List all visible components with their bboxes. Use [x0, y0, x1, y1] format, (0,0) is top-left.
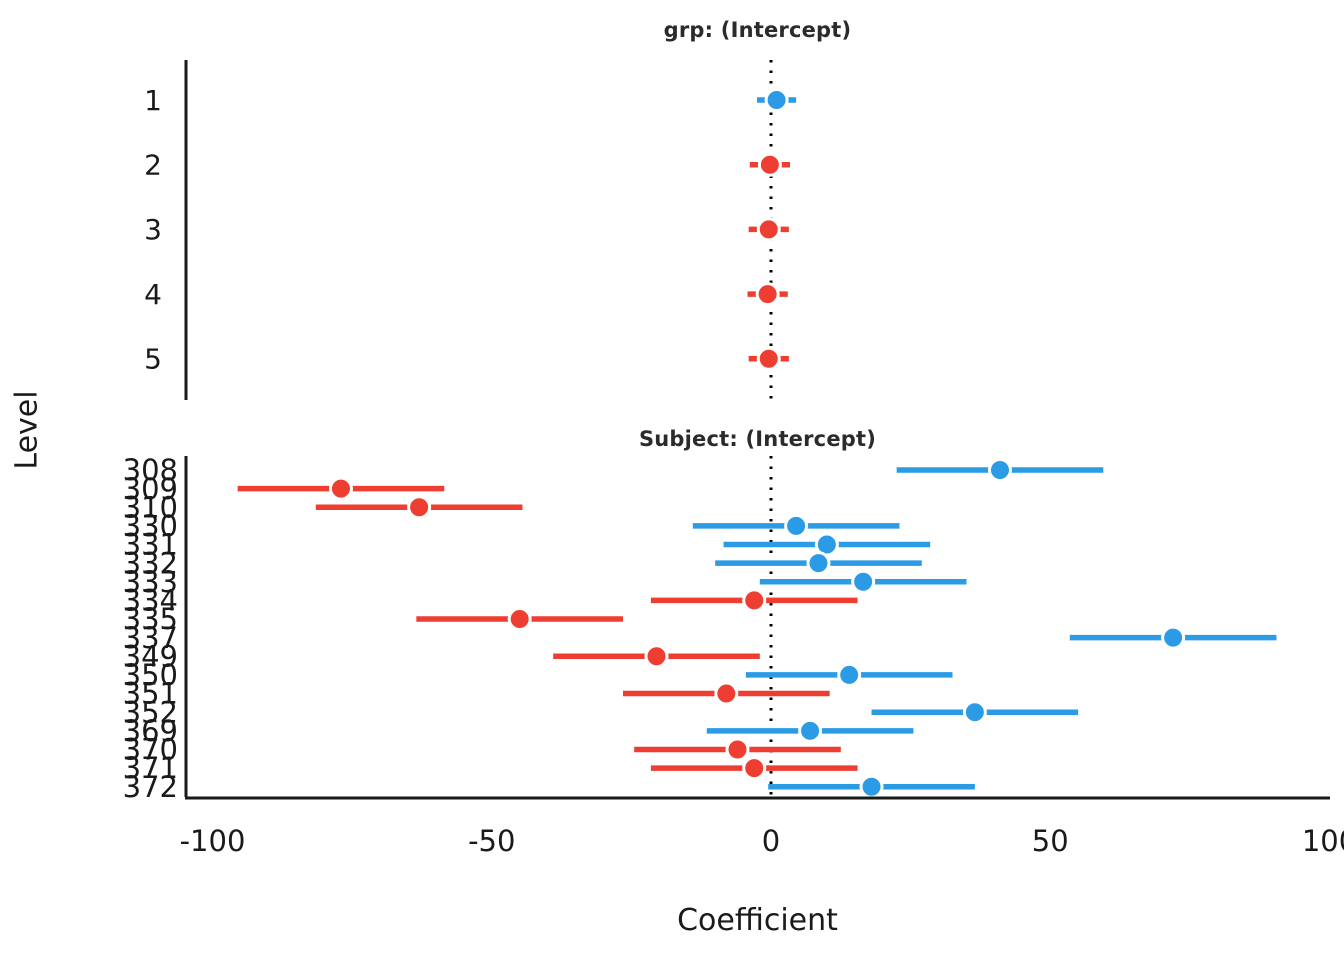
y-tick-label: 370 — [123, 733, 178, 767]
y-tick-label: 330 — [123, 509, 178, 543]
estimate-point — [837, 662, 862, 687]
panel-title-subject-intercept: Subject: (Intercept) — [638, 427, 877, 451]
x-tick-label: -100 — [180, 824, 246, 858]
estimate-point — [987, 458, 1012, 482]
y-tick-label: 337 — [123, 621, 178, 655]
estimate-point — [328, 476, 353, 501]
y-tick-label: 335 — [123, 602, 178, 636]
x-axis-label: Coefficient — [677, 903, 838, 938]
y-tick-label: 369 — [123, 714, 178, 748]
y-tick-label: 2 — [144, 149, 162, 182]
y-tick-label: 350 — [123, 658, 178, 692]
y-tick-label: 352 — [123, 695, 178, 729]
x-tick-label: 100 — [1302, 824, 1344, 858]
y-tick-label: 5 — [144, 343, 162, 376]
y-tick-label: 334 — [123, 584, 178, 618]
estimate-point — [742, 756, 767, 781]
y-tick-label: 308 — [123, 453, 178, 487]
y-tick-label: 1 — [144, 84, 162, 117]
x-tick-label: -50 — [468, 824, 515, 858]
panel-title-grp-intercept: grp: (Intercept) — [663, 18, 852, 42]
estimate-point — [407, 495, 432, 520]
y-tick-label: 333 — [123, 565, 178, 599]
y-tick-label: 372 — [123, 770, 178, 804]
estimate-point — [798, 718, 823, 743]
estimate-point — [784, 513, 809, 538]
x-tick-label: 0 — [762, 824, 780, 858]
estimate-point — [764, 88, 789, 112]
estimate-point — [851, 569, 876, 594]
estimate-point — [757, 152, 782, 177]
estimate-point — [755, 282, 780, 307]
estimate-point — [756, 217, 781, 242]
estimate-point — [644, 644, 669, 669]
y-tick-label: 332 — [123, 546, 178, 580]
y-tick-label: 4 — [144, 278, 162, 311]
y-tick-label: 310 — [123, 490, 178, 524]
x-tick-label: 50 — [1032, 824, 1069, 858]
estimate-point — [725, 737, 750, 762]
estimate-point — [756, 346, 781, 371]
y-tick-label: 349 — [123, 639, 178, 673]
y-tick-label: 331 — [123, 528, 178, 562]
y-tick-label: 351 — [123, 677, 178, 711]
y-tick-label: 371 — [123, 751, 178, 785]
estimate-point — [742, 588, 767, 613]
y-tick-label: 3 — [144, 213, 162, 246]
y-tick-label: 309 — [123, 472, 178, 506]
estimate-point — [859, 774, 884, 799]
estimate-point — [714, 681, 739, 706]
estimate-point — [1161, 625, 1186, 650]
estimate-point — [507, 607, 532, 632]
estimate-point — [806, 551, 831, 576]
estimate-point — [962, 700, 987, 725]
